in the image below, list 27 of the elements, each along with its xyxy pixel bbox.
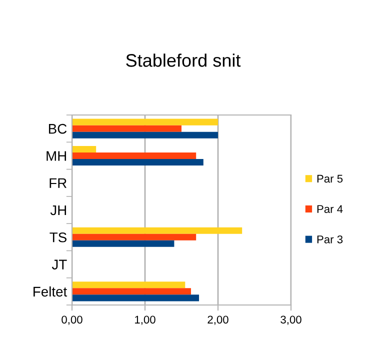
x-tick-label: 3,00 bbox=[280, 316, 302, 325]
y-tick-label: Feltet bbox=[34, 286, 68, 297]
bar bbox=[72, 288, 191, 295]
chart-title: Stableford snit bbox=[126, 54, 241, 67]
y-tick-label: JH bbox=[50, 205, 66, 216]
bar bbox=[72, 118, 218, 126]
y-tick-label: MH bbox=[46, 151, 66, 161]
bar bbox=[72, 227, 242, 234]
bar bbox=[72, 132, 218, 138]
y-tick-label: FR bbox=[50, 178, 66, 188]
bar bbox=[72, 125, 182, 132]
x-tick-label: 2,00 bbox=[208, 316, 228, 325]
y-tick-label: JT bbox=[52, 260, 67, 270]
legend-label: Par 3 bbox=[317, 235, 343, 244]
bar bbox=[72, 152, 196, 159]
bar bbox=[72, 294, 200, 302]
bar bbox=[72, 158, 204, 166]
legend-label: Par 5 bbox=[317, 174, 343, 183]
bar bbox=[72, 282, 186, 288]
bar bbox=[72, 240, 174, 247]
x-tick-label: 1,00 bbox=[135, 316, 156, 325]
x-tick-label: 0,00 bbox=[62, 316, 82, 325]
y-tick-label: BC bbox=[48, 124, 67, 134]
y-tick-label: TS bbox=[50, 232, 66, 242]
bar bbox=[72, 146, 96, 152]
legend-label: Par 4 bbox=[317, 205, 343, 213]
bar bbox=[72, 234, 196, 240]
